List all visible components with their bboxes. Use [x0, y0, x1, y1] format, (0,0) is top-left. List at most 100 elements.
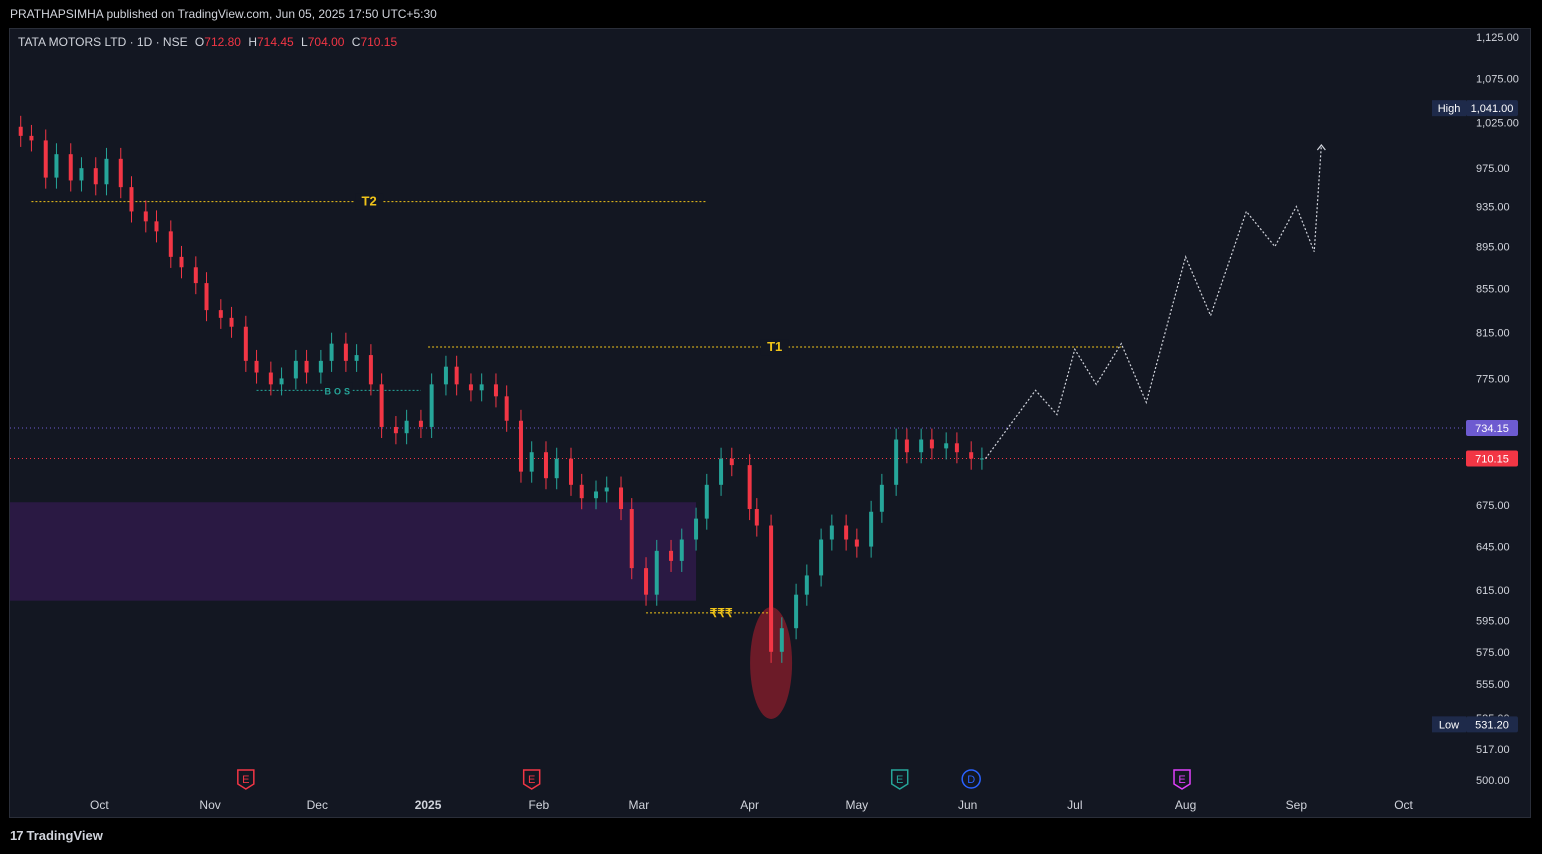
candle-body: [354, 355, 359, 361]
candle-body: [869, 511, 874, 547]
candle-body: [518, 420, 523, 472]
candle-body: [193, 267, 198, 284]
x-tick-label: May: [846, 798, 869, 812]
close-key: C: [351, 35, 361, 49]
projection-path: [984, 144, 1322, 460]
candle-body: [794, 594, 799, 629]
candle-body: [443, 366, 448, 385]
candle-body: [229, 317, 234, 327]
candle-body: [529, 452, 534, 472]
candle-body: [504, 396, 509, 421]
candle-body: [254, 360, 259, 373]
candle-body: [594, 491, 599, 499]
earnings-icon: [890, 769, 909, 790]
x-tick-label: Apr: [740, 798, 759, 812]
y-tick-label: 675.00: [1476, 500, 1510, 512]
level-label-t2: T2: [362, 194, 377, 209]
candle-body: [679, 539, 684, 561]
candle-body: [954, 443, 959, 453]
candle-body: [644, 568, 649, 595]
candle-body: [454, 366, 459, 385]
price-marker-bg: [1466, 450, 1518, 467]
price-marker-tag: Low: [1439, 719, 1459, 731]
candle-body: [379, 384, 384, 427]
candle-body: [829, 525, 834, 540]
candle-body: [694, 518, 699, 540]
candle-body: [304, 360, 309, 373]
candle-body: [118, 158, 123, 188]
candle-body: [879, 484, 884, 512]
candle-body: [969, 452, 974, 459]
symbol-name: TATA MOTORS LTD · 1D · NSE: [18, 35, 188, 49]
candle-body: [468, 384, 473, 391]
earnings-icon: [522, 769, 541, 790]
y-tick-label: 500.00: [1476, 775, 1510, 787]
symbol-legend: TATA MOTORS LTD · 1D · NSE O712.80 H714.…: [18, 35, 397, 49]
x-tick-label: Nov: [199, 798, 220, 812]
candle-body: [568, 458, 573, 485]
candle-body: [604, 487, 609, 492]
candle-body: [393, 426, 398, 434]
price-chart[interactable]: T2 T1 BOS ₹₹₹ 1,125.00 1,075.00 1,025.00 975.00…: [10, 29, 1530, 817]
candle-body: [418, 420, 423, 427]
candle-body: [769, 525, 774, 652]
liquidity-label: ₹₹₹: [710, 606, 733, 620]
candle-body: [669, 550, 674, 561]
candle-body: [93, 168, 98, 185]
x-tick-label: Oct: [1394, 798, 1413, 812]
candle-body: [979, 458, 984, 460]
candle-body: [18, 126, 23, 136]
tradingview-logo-icon: 17: [10, 828, 24, 843]
dividend-icon: [961, 769, 981, 789]
price-marker-value: 1,041.00: [1471, 103, 1514, 115]
tradingview-logo[interactable]: 17 TradingView: [10, 828, 103, 843]
demand-zone: [10, 502, 697, 601]
candle-body: [68, 154, 73, 181]
candle-body: [844, 525, 849, 540]
candle-body: [929, 439, 934, 449]
x-tick-label: Feb: [528, 798, 549, 812]
candle-body: [554, 458, 559, 479]
publish-info: PRATHAPSIMHA published on TradingView.co…: [10, 7, 437, 21]
candle-body: [368, 355, 373, 385]
candle-body: [493, 384, 498, 397]
price-marker-tag: High: [1438, 103, 1461, 115]
candle-body: [479, 384, 484, 391]
event-marker-letter: D: [967, 774, 975, 786]
x-tick-label: Aug: [1175, 798, 1196, 812]
y-tick-label: 555.00: [1476, 679, 1510, 691]
price-marker-bg: [1466, 100, 1518, 117]
y-tick-label: 935.00: [1476, 202, 1510, 214]
level-label-t1: T1: [767, 339, 782, 354]
candle-body: [104, 158, 109, 185]
candle-body: [779, 628, 784, 652]
candle-body: [944, 443, 949, 449]
y-tick-label: 895.00: [1476, 242, 1510, 254]
earnings-icon: [1173, 769, 1191, 790]
price-marker-value: 734.15: [1475, 423, 1509, 435]
candle-body: [854, 539, 859, 547]
footer-bar: 17 TradingView: [0, 818, 1542, 854]
tradingview-logo-text: TradingView: [26, 828, 103, 843]
x-tick-label: Jun: [958, 798, 977, 812]
candle-body: [719, 458, 724, 485]
x-tick-label: Oct: [90, 798, 109, 812]
x-tick-label: Mar: [629, 798, 650, 812]
price-marker-value: 710.15: [1475, 453, 1509, 465]
candle-body: [729, 458, 734, 466]
y-tick-label: 595.00: [1476, 615, 1510, 627]
y-tick-label: 645.00: [1476, 542, 1510, 554]
publish-bar: PRATHAPSIMHA published on TradingView.co…: [0, 0, 1542, 28]
candle-body: [129, 187, 134, 212]
y-tick-label: 775.00: [1476, 373, 1510, 385]
price-marker-tag-bg: [1432, 100, 1466, 117]
chart-frame[interactable]: T2 T1 BOS ₹₹₹ 1,125.00 1,075.00 1,025.00 975.00…: [9, 28, 1531, 818]
y-tick-label: 517.00: [1476, 744, 1510, 756]
earnings-icon: [237, 769, 255, 790]
candle-body: [579, 484, 584, 499]
price-marker-bg: [1466, 716, 1518, 733]
x-tick-label: 2025: [415, 798, 442, 812]
x-tick-label: Jul: [1067, 798, 1082, 812]
candle-body: [543, 452, 548, 479]
candle-body: [143, 211, 148, 222]
